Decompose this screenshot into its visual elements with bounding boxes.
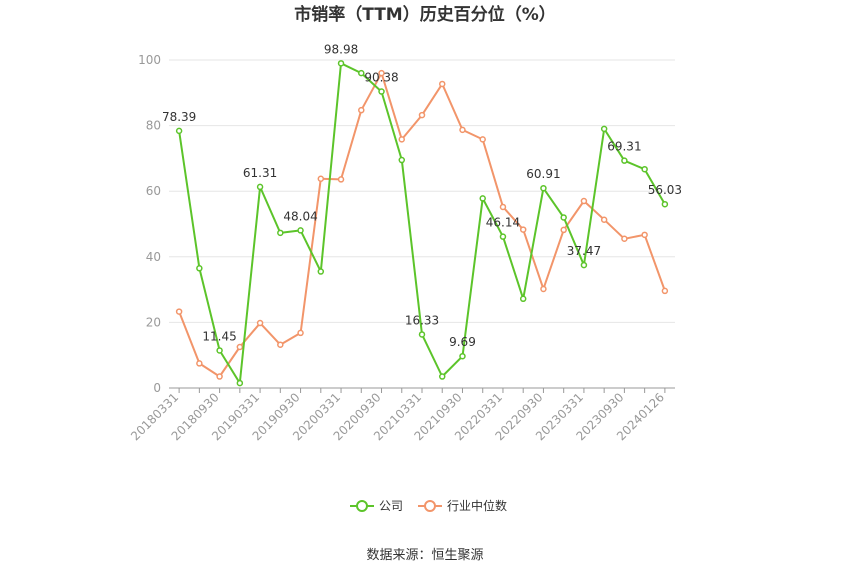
series-point-1 (317, 175, 325, 182)
series-point-1 (196, 360, 203, 367)
legend-marker (424, 500, 436, 512)
legend-marker (356, 500, 368, 512)
series-point-0 (277, 229, 284, 237)
series-point-1 (560, 226, 567, 234)
series-point-0 (418, 331, 426, 338)
series-point-0 (398, 156, 406, 164)
series-point-0 (438, 373, 446, 380)
data-label: 48.04 (283, 209, 317, 223)
series-point-0 (378, 88, 385, 95)
series-point-1 (641, 231, 648, 239)
series-lines (175, 60, 669, 387)
series-point-1 (661, 287, 669, 295)
data-label: 46.14 (486, 216, 520, 230)
series-point-0 (580, 261, 588, 269)
data-label: 90.38 (364, 71, 398, 85)
legend-label: 行业中位数 (447, 498, 507, 513)
series-point-0 (641, 165, 648, 173)
data-label: 37.47 (567, 244, 601, 258)
series-point-0 (661, 200, 669, 208)
series-point-1 (418, 111, 426, 119)
series-point-0 (519, 295, 527, 303)
series-point-0 (337, 60, 345, 67)
series-point-0 (479, 195, 486, 202)
data-label: 61.31 (243, 166, 277, 180)
series-point-1 (297, 329, 304, 337)
source-note: 数据来源：恒生聚源 (366, 548, 483, 563)
series-point-1 (540, 285, 547, 293)
data-label: 16.33 (405, 313, 439, 327)
data-label: 69.31 (607, 140, 641, 154)
y-tick-label: 40 (146, 250, 161, 264)
series-point-1 (175, 308, 183, 315)
series-point-1 (600, 216, 608, 223)
data-label: 78.39 (162, 110, 196, 124)
legend[interactable]: 公司 行业中位数 (350, 498, 507, 513)
y-tick-label: 20 (146, 315, 161, 329)
series-point-1 (519, 226, 527, 233)
y-axis-ticks: 0 20 40 60 80 100 (138, 53, 161, 395)
series-point-0 (621, 157, 628, 164)
data-label: 98.98 (324, 42, 358, 56)
data-label: 56.03 (648, 183, 682, 197)
data-label: 9.69 (449, 335, 476, 349)
series-point-1 (479, 136, 486, 143)
x-axis: 2018033120180930201903312019093020200331… (128, 387, 675, 443)
series-point-1 (580, 197, 588, 205)
series-point-0 (216, 347, 223, 354)
chart-title: 市销率（TTM）历史百分位（%） (294, 4, 556, 25)
series-point-0 (560, 214, 567, 221)
series-point-0 (317, 268, 325, 275)
series-point-0 (459, 352, 466, 360)
series-point-1 (277, 341, 284, 348)
y-tick-label: 0 (153, 381, 161, 395)
series-point-1 (256, 319, 264, 327)
series-point-0 (196, 265, 203, 272)
series-point-1 (398, 136, 406, 143)
series-point-0 (297, 227, 304, 234)
series-point-0 (540, 184, 547, 192)
series-point-0 (236, 379, 244, 387)
legend-item-0[interactable]: 公司 (350, 499, 403, 513)
legend-item-1[interactable]: 行业中位数 (418, 498, 507, 513)
series-point-1 (337, 176, 345, 183)
series-point-0 (175, 127, 183, 135)
series-point-1 (358, 106, 365, 114)
y-tick-label: 100 (138, 53, 161, 67)
series-point-1 (438, 80, 446, 88)
series-point-1 (459, 126, 466, 134)
y-tick-label: 60 (146, 184, 161, 198)
data-label: 11.45 (202, 329, 236, 343)
y-tick-label: 80 (146, 119, 161, 133)
grid-lines (169, 59, 675, 323)
data-label: 60.91 (526, 167, 560, 181)
legend-label: 公司 (379, 499, 403, 513)
series-point-1 (236, 343, 244, 351)
series-point-1 (621, 235, 628, 243)
data-labels: 78.39 11.45 61.31 48.04 98.98 90.38 16.33 9.69 4… (162, 42, 682, 349)
series-point-1 (499, 203, 507, 211)
series-point-0 (256, 183, 264, 191)
series-point-0 (499, 233, 507, 240)
series-point-0 (600, 125, 608, 133)
series-point-1 (216, 373, 223, 380)
series-point-0 (358, 69, 365, 77)
series-point-1 (378, 69, 385, 77)
